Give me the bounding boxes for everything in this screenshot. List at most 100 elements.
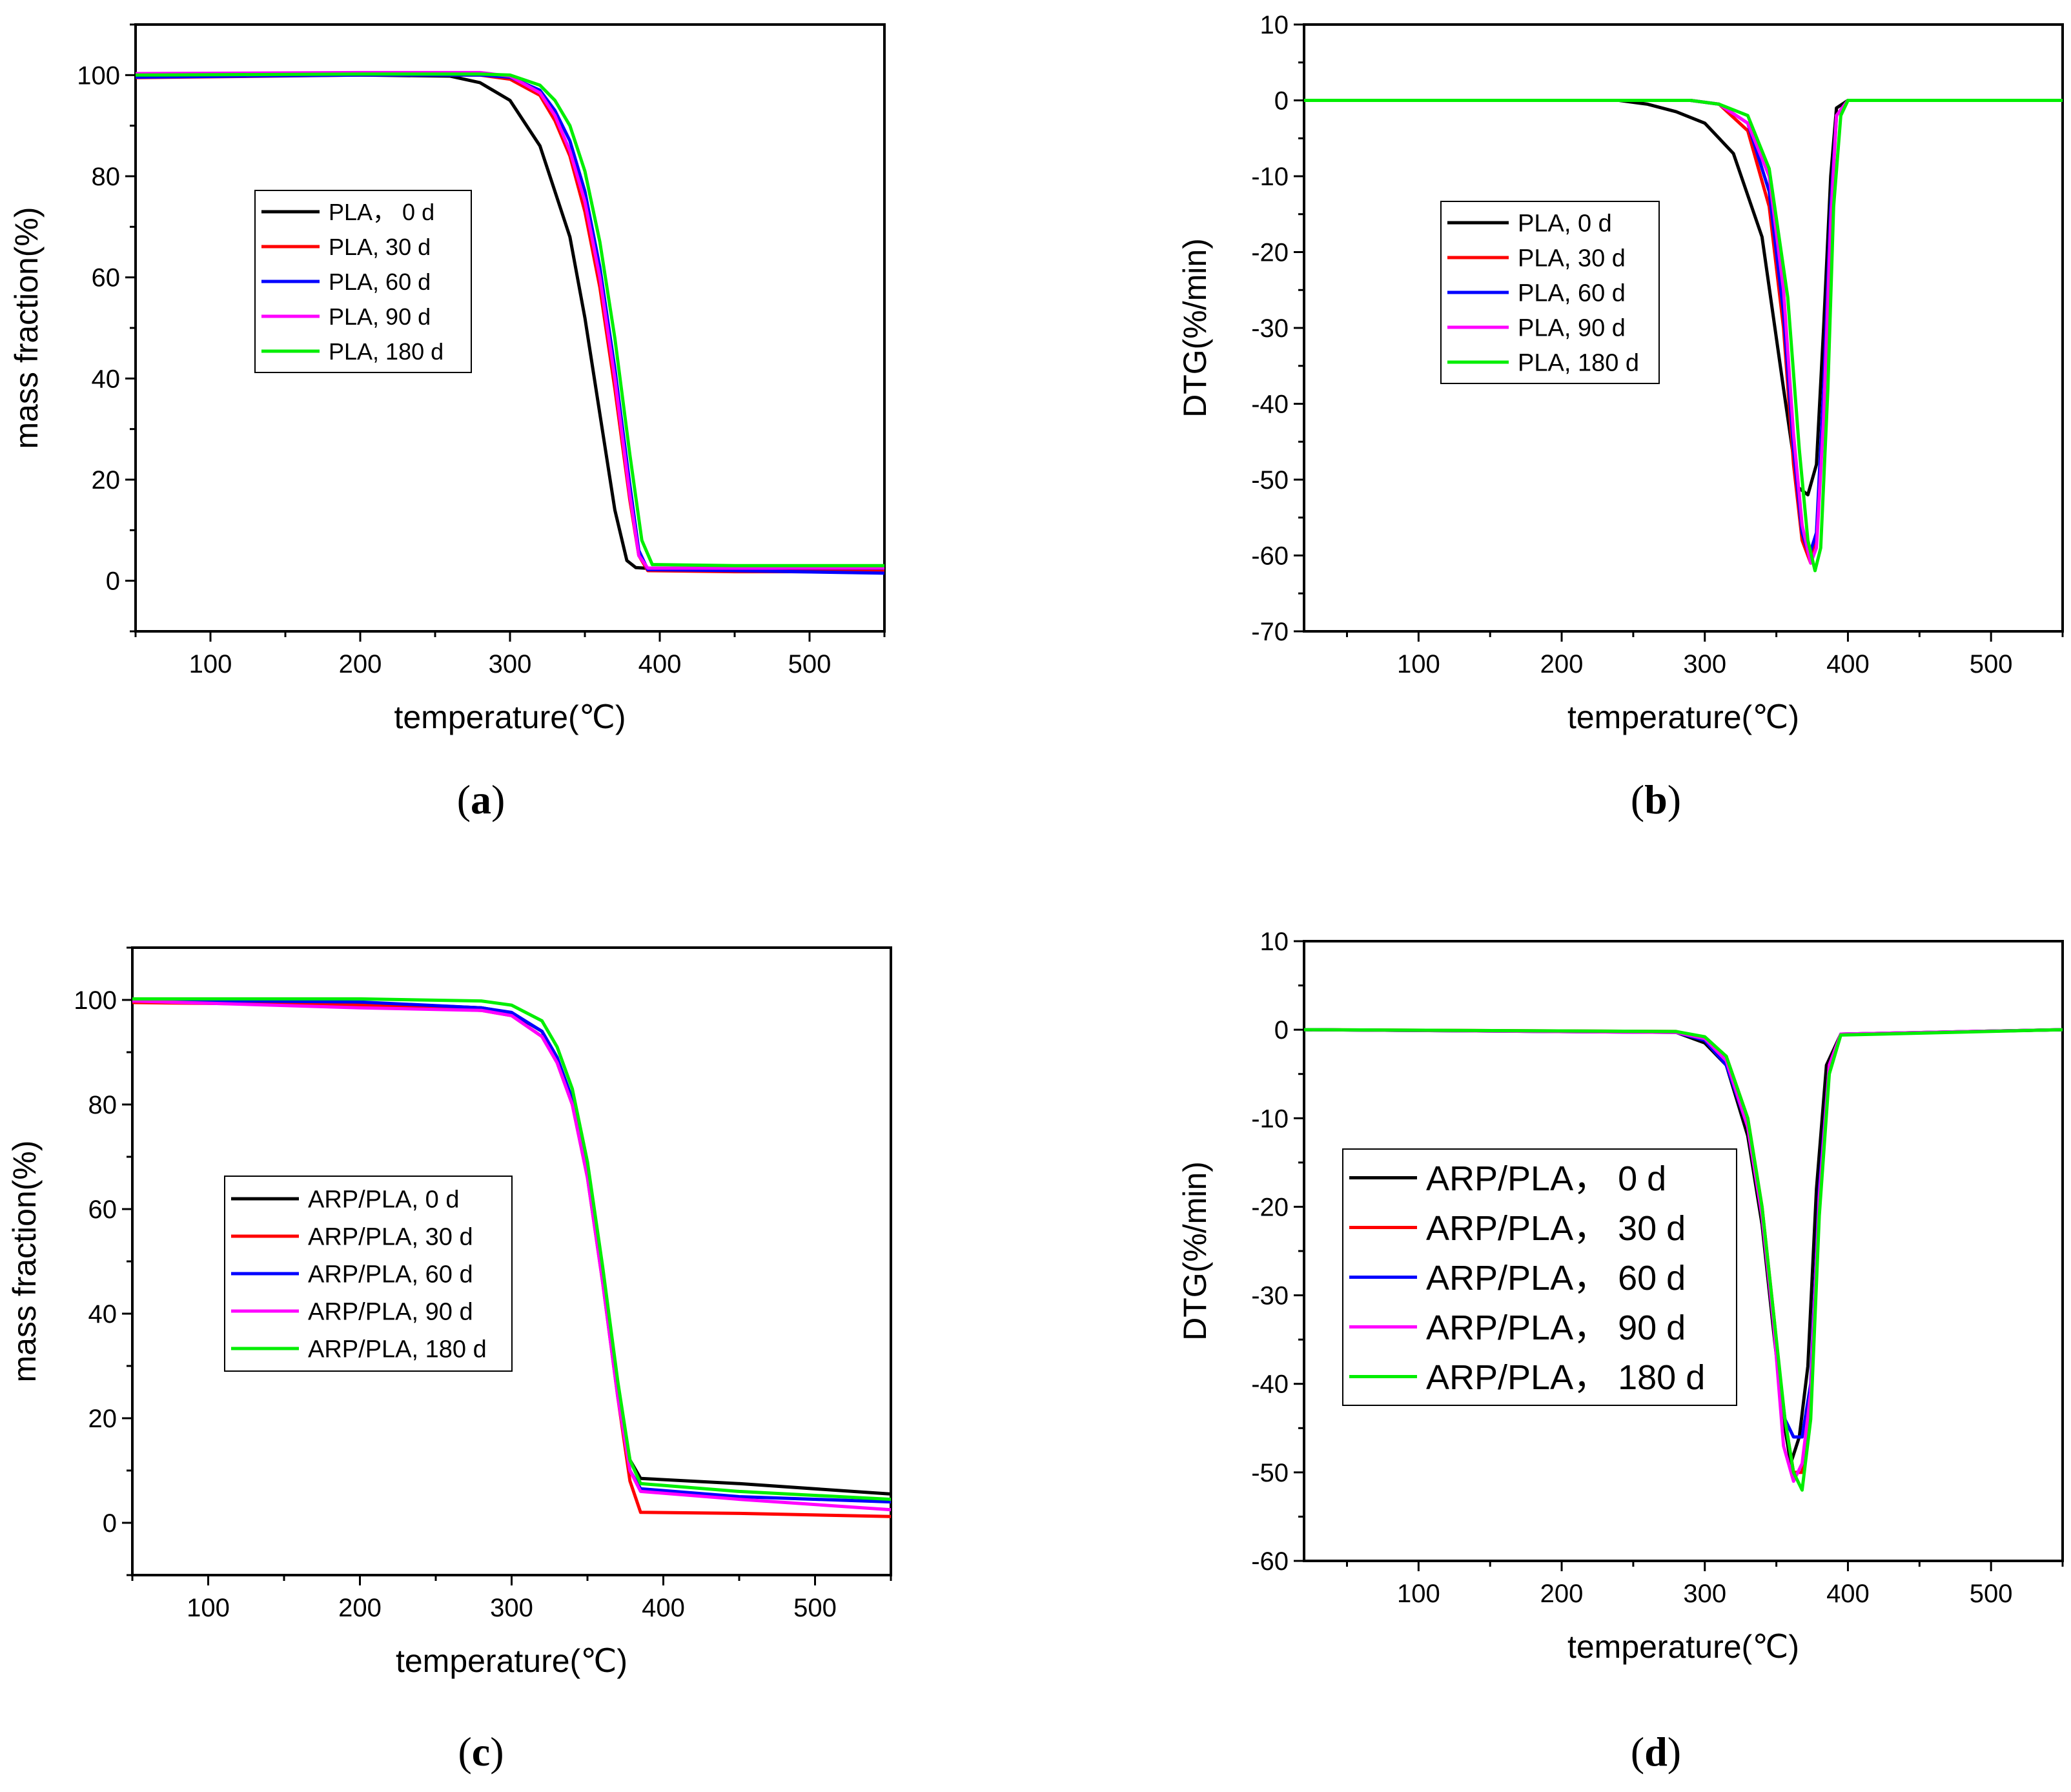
legend-label: PLA, 90 d: [1518, 315, 1626, 342]
x-tick-label: 200: [1540, 650, 1584, 678]
y-axis-label: mass fraction(%): [8, 207, 45, 449]
legend-label: PLA, 90 d: [329, 303, 431, 330]
x-tick-label: 100: [1397, 650, 1440, 678]
series-line-180d: [132, 997, 892, 1502]
y-tick-label: -50: [1251, 466, 1289, 494]
x-axis-label: temperature(℃): [394, 699, 626, 735]
y-tick-label: 100: [74, 986, 117, 1015]
series-line-60d: [1304, 99, 2063, 557]
legend-label: ARP/PLA， 60 d: [1426, 1259, 1686, 1298]
y-axis-label: mass fraction(%): [6, 1140, 43, 1382]
y-axis-label: DTG(%/min): [1177, 1161, 1213, 1341]
legend-label: PLA, 30 d: [1518, 245, 1626, 272]
x-tick-label: 500: [793, 1594, 837, 1622]
x-tick-label: 300: [1683, 1580, 1726, 1608]
chart-panel-d: 100 200 300 400 500100-10-20-30-40-50-60temp…: [1177, 928, 2064, 1775]
legend: ARP/PLA， 0 d ARP/PLA， 30 d ARP/PLA， 60 d AR…: [1342, 1148, 1737, 1406]
caption-close-paren: ): [491, 777, 505, 822]
chart-panel-b: 100 200 300 400 500100-10-20-30-40-50-60-70t…: [1177, 11, 2064, 822]
legend-label: PLA, 60 d: [1518, 280, 1626, 307]
x-tick-label: 100: [1397, 1580, 1440, 1608]
y-tick-label: -40: [1251, 391, 1289, 419]
x-tick-label: 500: [788, 650, 831, 678]
chart-panel-a: 100 200 300 400 500 0 20 40 60 80 100 temperature(℃…: [8, 23, 886, 822]
y-tick-label: 10: [1260, 11, 1289, 39]
caption-open-paren: (: [457, 777, 471, 822]
series-line-30d: [1304, 99, 2063, 565]
x-tick-label: 100: [187, 1594, 230, 1622]
legend-label: ARP/PLA, 0 d: [308, 1186, 459, 1214]
x-axis-label: temperature(℃): [1567, 699, 1799, 735]
x-axis-label: temperature(℃): [1567, 1629, 1799, 1665]
y-tick-label: 60: [92, 264, 121, 292]
legend-label: PLA, 60 d: [329, 269, 431, 295]
caption-letter: d: [1644, 1729, 1668, 1775]
legend-label: PLA, 180 d: [1518, 350, 1639, 377]
y-tick-label: 0: [1274, 87, 1289, 116]
caption-close-paren: ): [1668, 1729, 1681, 1775]
series-line-90d: [135, 70, 884, 570]
caption-letter: a: [471, 777, 491, 822]
y-tick-label: 40: [92, 365, 121, 393]
y-tick-label: -30: [1251, 314, 1289, 343]
legend: PLA， 0 d PLA, 30 d PLA, 60 d PLA, 90 d PLA, …: [254, 190, 472, 373]
y-tick-label: 10: [1260, 928, 1289, 956]
x-tick-label: 400: [1826, 1580, 1870, 1608]
y-tick-label: 0: [1274, 1016, 1289, 1044]
x-tick-label: 200: [338, 1594, 382, 1622]
panel-caption: (c): [458, 1729, 504, 1775]
legend-label: ARP/PLA, 90 d: [308, 1299, 473, 1326]
legend: PLA, 0 d PLA, 30 d PLA, 60 d PLA, 90 d PLA, …: [1440, 201, 1660, 384]
caption-open-paren: (: [458, 1729, 471, 1775]
y-tick-label: 0: [103, 1509, 117, 1538]
x-tick-label: 400: [1826, 650, 1870, 678]
legend-label: ARP/PLA， 180 d: [1426, 1358, 1705, 1397]
legend-label: PLA, 180 d: [329, 338, 444, 365]
legend-label: ARP/PLA， 90 d: [1426, 1308, 1686, 1347]
y-tick-label: -70: [1251, 618, 1289, 646]
series-line-60d: [135, 73, 885, 575]
series-line-90d: [1304, 99, 2063, 565]
panel-caption: (d): [1631, 1729, 1681, 1775]
y-tick-label: 40: [88, 1300, 117, 1329]
panel-caption: (b): [1631, 777, 1681, 822]
caption-close-paren: ): [490, 1729, 504, 1775]
x-tick-label: 500: [1970, 1580, 2013, 1608]
x-tick-label: 400: [642, 1594, 685, 1622]
legend-label: ARP/PLA, 30 d: [308, 1224, 473, 1251]
caption-letter: b: [1644, 777, 1668, 822]
legend-label: ARP/PLA， 30 d: [1426, 1209, 1686, 1248]
y-tick-label: -10: [1251, 163, 1289, 191]
panel-caption: (a): [457, 777, 505, 822]
y-tick-label: -20: [1251, 239, 1289, 267]
x-tick-label: 200: [1540, 1580, 1584, 1608]
x-tick-label: 300: [490, 1594, 533, 1622]
x-tick-label: 300: [1683, 650, 1726, 678]
y-tick-label: -10: [1251, 1105, 1289, 1133]
series-line-0d: [136, 73, 885, 571]
y-tick-label: -20: [1251, 1193, 1289, 1221]
y-tick-label: 60: [88, 1196, 117, 1224]
legend-label: PLA, 30 d: [329, 234, 431, 260]
series-line-30d: [135, 73, 884, 574]
y-tick-label: 20: [88, 1405, 117, 1433]
x-tick-label: 100: [189, 650, 232, 678]
series-line-0d: [1304, 99, 2063, 496]
y-tick-label: 80: [88, 1091, 117, 1119]
y-tick-label: 0: [106, 567, 120, 596]
caption-close-paren: ): [1668, 777, 1681, 822]
legend: ARP/PLA, 0 d ARP/PLA, 30 d ARP/PLA, 60 d AR…: [224, 1176, 513, 1372]
y-tick-label: 100: [77, 61, 120, 90]
y-tick-label: -30: [1251, 1282, 1289, 1310]
series-line-180d: [1304, 99, 2063, 573]
chart-panel-c: 100 200 300 400 500 0 20 40 60 80 100 temperature(℃…: [6, 946, 892, 1775]
series-line-180d: [135, 72, 884, 567]
y-axis-label: DTG(%/min): [1177, 238, 1213, 418]
x-tick-label: 300: [489, 650, 532, 678]
y-tick-label: 80: [92, 163, 121, 191]
y-tick-label: -60: [1251, 542, 1289, 571]
caption-open-paren: (: [1631, 777, 1644, 822]
x-tick-label: 500: [1970, 650, 2013, 678]
legend-label: ARP/PLA, 180 d: [308, 1336, 487, 1363]
y-tick-label: -40: [1251, 1370, 1289, 1399]
